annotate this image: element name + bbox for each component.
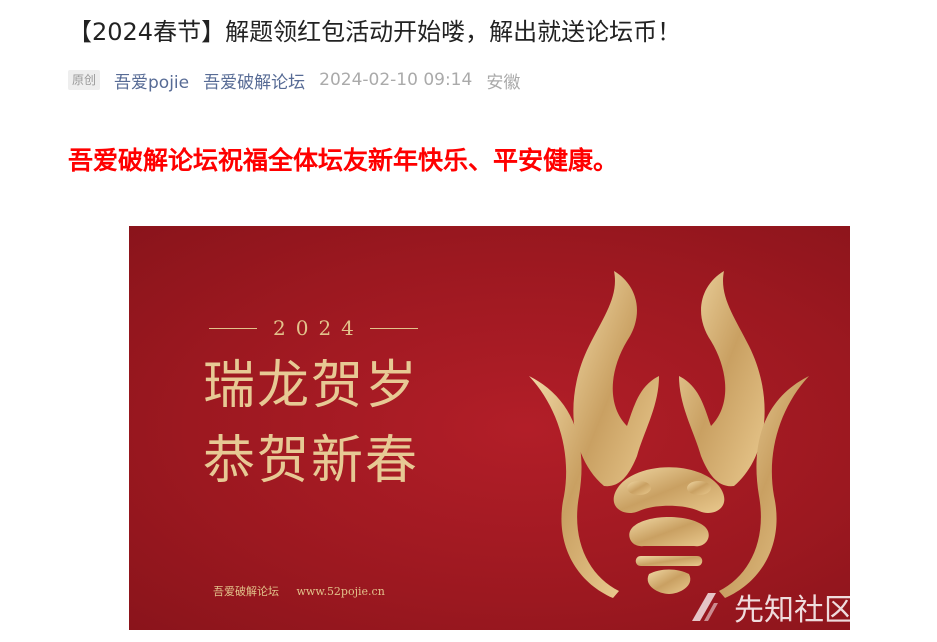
year-divider-left	[209, 327, 257, 329]
publish-time: 2024-02-10 09:14	[319, 70, 473, 90]
xianzhi-watermark: 先知社区	[684, 585, 924, 629]
author-link[interactable]: 吾爱pojie	[114, 72, 190, 93]
greeting-text: 吾爱破解论坛祝福全体坛友新年快乐、平安健康。	[68, 146, 619, 175]
new-year-banner-image[interactable]: 2024 瑞龙贺岁 恭贺新春	[129, 226, 850, 630]
publish-location: 安徽	[486, 72, 521, 93]
article-meta: 原创 吾爱pojie 吾爱破解论坛 2024-02-10 09:14 安徽	[68, 66, 534, 94]
original-badge: 原创	[68, 70, 101, 90]
xianzhi-logo-icon	[692, 593, 718, 621]
watermark-text: 先知社区	[734, 593, 854, 628]
year-divider-right	[369, 327, 418, 329]
banner-year-row: 2024	[209, 316, 418, 340]
banner-line-2: 恭贺新春	[203, 431, 420, 491]
banner-footer-name: 吾爱破解论坛	[213, 585, 279, 598]
banner-footer: 吾爱破解论坛 www.52pojie.cn	[213, 583, 399, 599]
account-name-link[interactable]: 吾爱破解论坛	[203, 72, 306, 93]
golden-dragon-icon	[529, 271, 809, 598]
banner-footer-url: www.52pojie.cn	[296, 585, 385, 598]
banner-line-1: 瑞龙贺岁	[203, 356, 420, 416]
banner-year: 2024	[273, 316, 364, 340]
article-title: 【2024春节】解题领红包活动开始喽，解出就送论坛币！	[68, 18, 682, 46]
